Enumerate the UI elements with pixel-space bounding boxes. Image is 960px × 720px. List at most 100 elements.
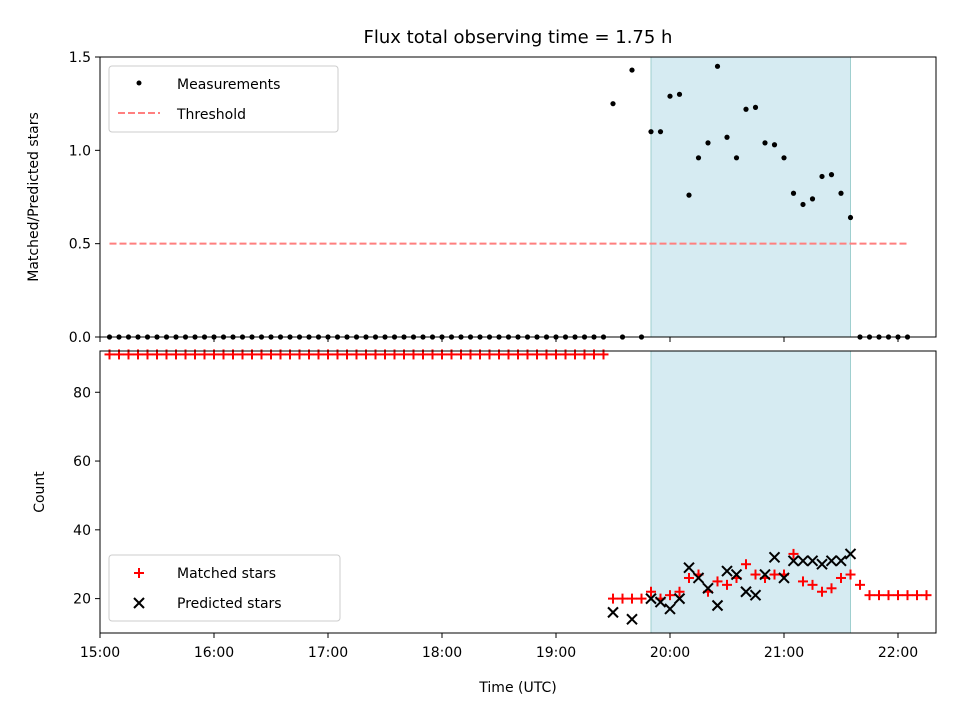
matched-star-point xyxy=(684,572,694,583)
legend-x-glyph xyxy=(133,597,145,609)
legend-plus-glyph xyxy=(134,568,144,578)
measurement-point xyxy=(790,190,797,196)
predicted-star-point xyxy=(768,551,781,564)
matched-star-point xyxy=(845,569,856,580)
matched-star-point xyxy=(722,579,732,590)
matched-star-point xyxy=(921,590,932,601)
top-x-ticks xyxy=(99,337,899,342)
predicted-star-point xyxy=(721,565,733,577)
predicted-star-point xyxy=(730,568,743,581)
matched-star-point xyxy=(807,579,818,590)
bottom-y-ticks: 20 40 60 80 xyxy=(73,385,100,608)
bottom-legend-box xyxy=(108,554,341,622)
matched-star-point xyxy=(665,590,675,601)
observing-interval-shade xyxy=(650,350,851,634)
matched-star-point xyxy=(627,593,637,604)
x-tick-label: 19:00 xyxy=(536,645,576,661)
top-y-ticks: 0.0 0.5 1.0 1.5 xyxy=(69,50,100,346)
observing-interval-shade xyxy=(650,56,851,338)
top-y-axis-label: Matched/Predicted stars xyxy=(26,112,42,282)
y-tick-label: 60 xyxy=(73,454,91,470)
measurement-point xyxy=(695,155,702,161)
x-tick-label: 21:00 xyxy=(764,645,804,661)
predicted-star-point xyxy=(759,568,771,581)
y-tick-label: 40 xyxy=(73,523,91,539)
measurement-point xyxy=(648,129,654,135)
bottom-axes-frame xyxy=(99,350,937,634)
measurement-point xyxy=(705,140,711,146)
predicted-star-point xyxy=(692,572,705,584)
y-tick-label: 1.0 xyxy=(69,143,91,159)
matched-star-point xyxy=(646,586,656,597)
matched-star-point xyxy=(712,576,723,587)
measurement-point xyxy=(828,172,835,178)
matched-star-point xyxy=(636,593,647,604)
predicted-star-point xyxy=(654,596,667,608)
matched-star-point xyxy=(817,586,827,597)
x-tick-label: 16:00 xyxy=(194,645,234,661)
predicted-star-point xyxy=(702,582,714,594)
legend-x-marker xyxy=(133,597,145,609)
predicted-star-points xyxy=(607,548,857,625)
predicted-star-point xyxy=(673,592,686,605)
matched-star-point xyxy=(836,572,846,583)
chart-title: Flux total observing time = 1.75 h xyxy=(364,27,673,48)
matched-star-point xyxy=(788,548,799,559)
matched-star-point xyxy=(883,590,894,601)
predicted-star-point xyxy=(806,555,819,567)
predicted-star-point xyxy=(835,555,847,567)
measurement-point xyxy=(714,63,721,69)
predicted-star-point xyxy=(844,548,857,560)
x-axis-label: Time (UTC) xyxy=(478,680,556,696)
matched-star-point xyxy=(798,576,808,587)
matched-star-point xyxy=(912,590,922,601)
x-tick-label: 22:00 xyxy=(878,645,918,661)
bottom-x-ticks: 15:00 16:00 17:00 18:00 19:00 20:00 21:00 22:00 xyxy=(80,633,918,661)
matched-star-point xyxy=(864,590,875,601)
predicted-star-point xyxy=(797,555,809,567)
measurement-point xyxy=(724,134,730,140)
measurement-point xyxy=(667,93,673,99)
measurement-point xyxy=(743,106,749,112)
measurement-point xyxy=(847,214,854,221)
predicted-star-point xyxy=(825,555,838,567)
matched-star-point xyxy=(874,590,884,601)
measurement-point xyxy=(771,142,778,148)
predicted-star-point xyxy=(645,592,657,605)
legend-label-matched-stars: Matched stars xyxy=(177,566,276,582)
x-tick-label: 18:00 xyxy=(422,645,462,661)
count-panel: 20 40 60 80 15:00 16:00 17:00 18:00 19:00 20:00 2… xyxy=(32,349,937,696)
top-axes-frame xyxy=(99,56,937,338)
predicted-star-point xyxy=(778,572,790,584)
matched-star-point xyxy=(617,593,628,604)
measurement-point xyxy=(610,101,616,107)
matched-star-point xyxy=(750,569,761,580)
predicted-star-point xyxy=(607,606,619,619)
measurement-point xyxy=(686,192,692,198)
predicted-star-point xyxy=(711,599,724,612)
bottom-legend: Matched stars Predicted stars xyxy=(108,554,341,622)
measurement-point xyxy=(809,196,816,202)
predicted-star-point xyxy=(816,558,828,570)
matched-star-point xyxy=(893,590,903,601)
matched-star-point xyxy=(855,579,865,590)
matched-star-point xyxy=(608,593,618,604)
measurement-point xyxy=(733,155,740,161)
y-tick-label: 1.5 xyxy=(69,50,91,66)
legend-plus-marker xyxy=(134,568,144,578)
matched-star-point xyxy=(902,590,913,601)
matched-star-point xyxy=(674,586,685,597)
matched-star-point xyxy=(741,559,751,570)
x-tick-label: 17:00 xyxy=(308,645,348,661)
predicted-star-point xyxy=(664,603,676,615)
predicted-star-point xyxy=(787,555,800,567)
y-tick-label: 0.0 xyxy=(69,330,91,346)
predicted-star-point xyxy=(740,586,752,598)
legend-label-measurements: Measurements xyxy=(177,77,280,93)
matched-star-point xyxy=(769,569,780,580)
bottom-y-axis-label: Count xyxy=(32,471,48,513)
measurement-point xyxy=(657,129,664,135)
y-tick-label: 80 xyxy=(73,385,91,401)
legend-label-threshold: Threshold xyxy=(176,107,246,123)
